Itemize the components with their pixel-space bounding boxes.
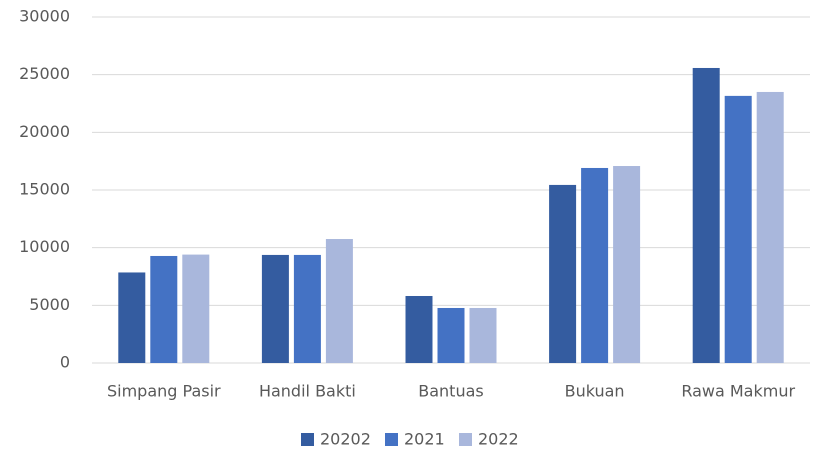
y-tick-label: 15000 <box>19 180 70 199</box>
x-tick-label: Handil Bakti <box>259 382 356 401</box>
bar <box>613 166 641 363</box>
legend-label: 2021 <box>404 430 445 449</box>
bar <box>437 307 465 363</box>
bar <box>581 167 609 363</box>
y-tick-label: 25000 <box>19 64 70 83</box>
y-tick-label: 5000 <box>29 295 70 314</box>
bar <box>724 95 752 363</box>
y-tick-label: 0 <box>60 353 70 372</box>
x-tick-label: Rawa Makmur <box>681 382 795 401</box>
bar <box>405 295 433 363</box>
y-tick-label: 10000 <box>19 237 70 256</box>
legend-swatch <box>459 433 472 446</box>
x-tick-label: Bukuan <box>565 382 625 401</box>
x-tick-label: Simpang Pasir <box>107 382 221 401</box>
bar <box>150 255 178 363</box>
bar <box>182 254 210 363</box>
bar <box>325 239 353 363</box>
bar <box>261 254 289 363</box>
y-tick-label: 20000 <box>19 122 70 141</box>
y-tick-label: 30000 <box>19 7 70 26</box>
bar <box>293 254 321 363</box>
legend-label: 20202 <box>320 430 371 449</box>
bar <box>756 91 784 363</box>
legend-swatch <box>385 433 398 446</box>
bar <box>469 307 497 363</box>
x-tick-label: Bantuas <box>418 382 483 401</box>
legend-label: 2022 <box>478 430 519 449</box>
bar <box>118 272 146 363</box>
bar <box>692 67 720 364</box>
bar <box>549 184 577 363</box>
legend-swatch <box>301 433 314 446</box>
